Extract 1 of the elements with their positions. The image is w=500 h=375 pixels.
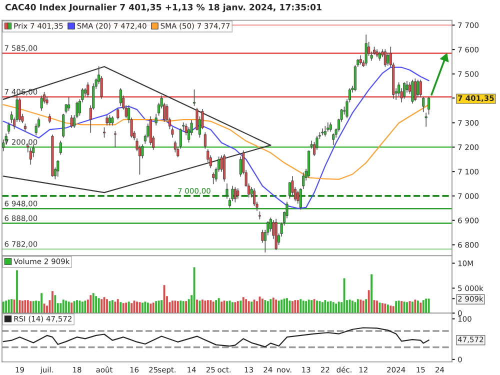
chart-title: CAC40 Index Journalier 7 401,35 +1,13 % 18 janv. 2024, 17:35:01 <box>5 4 322 12</box>
